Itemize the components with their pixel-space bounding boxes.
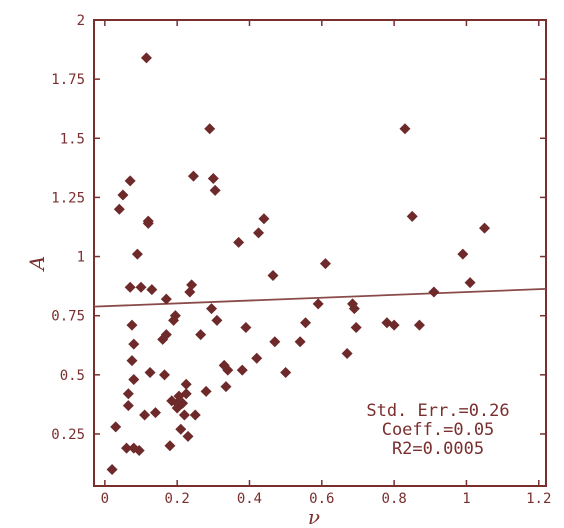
- y-axis-label: A: [25, 256, 49, 272]
- data-point: [413, 319, 425, 331]
- stats-annotation-line: Coeff.=0.05: [382, 420, 495, 440]
- data-point: [341, 348, 353, 360]
- data-point: [175, 423, 187, 435]
- data-point: [110, 421, 122, 433]
- data-point: [220, 381, 232, 393]
- fit-line: [93, 288, 547, 308]
- data-point: [294, 336, 306, 348]
- data-point: [133, 445, 145, 457]
- data-point: [206, 303, 218, 315]
- data-point: [160, 329, 172, 341]
- data-point: [164, 440, 176, 452]
- y-tick-label: 0.25: [51, 427, 85, 443]
- data-point: [122, 388, 134, 400]
- data-point: [128, 338, 140, 350]
- data-point: [300, 317, 312, 329]
- data-point: [258, 213, 270, 225]
- data-point: [182, 430, 194, 442]
- data-point: [180, 388, 192, 400]
- data-point: [142, 217, 154, 229]
- data-point: [169, 310, 181, 322]
- data-point: [457, 248, 469, 260]
- data-point: [121, 442, 133, 454]
- data-point: [222, 364, 234, 376]
- y-tick-label: 2: [77, 13, 85, 29]
- data-points: [106, 52, 491, 475]
- data-point: [178, 409, 190, 421]
- y-tick-label: 0.5: [60, 368, 85, 384]
- data-point: [180, 378, 192, 390]
- data-point: [280, 366, 292, 378]
- data-point: [113, 203, 125, 215]
- x-tick-label: 1.2: [526, 491, 551, 507]
- data-point: [189, 409, 201, 421]
- stats-annotation-line: R2=0.0005: [392, 439, 484, 459]
- data-point: [139, 409, 151, 421]
- x-tick-label: 0.8: [381, 491, 406, 507]
- plot-frame: [93, 19, 547, 487]
- data-point: [207, 172, 219, 184]
- x-tick-label: 0: [101, 491, 109, 507]
- y-tick-label: 1.75: [51, 72, 85, 88]
- data-point: [209, 184, 221, 196]
- data-point: [479, 222, 491, 234]
- data-point: [253, 227, 265, 239]
- data-point: [146, 284, 158, 296]
- data-point: [251, 352, 263, 364]
- axis-ticks: 0 0.2 0.4 0.6 0.8 1 1.2 0.25 0.5 0.75 1 1.25 1.5 1.75…: [51, 13, 551, 507]
- data-point: [406, 210, 418, 222]
- data-point: [131, 248, 143, 260]
- data-point: [348, 303, 360, 315]
- data-point: [464, 277, 476, 289]
- data-point: [211, 314, 223, 326]
- y-tick-label: 1.25: [51, 190, 85, 206]
- data-point: [388, 319, 400, 331]
- data-point: [399, 123, 411, 135]
- data-point: [126, 319, 138, 331]
- data-point: [140, 52, 152, 64]
- data-point: [159, 369, 171, 381]
- data-point: [122, 400, 134, 412]
- data-point: [135, 281, 147, 293]
- data-point: [319, 258, 331, 270]
- data-point: [204, 123, 216, 135]
- stats-annotation-line: Std. Err.=0.26: [366, 401, 509, 421]
- data-point: [195, 329, 207, 341]
- x-axis-label: ν: [308, 505, 320, 528]
- y-tick-label: 0.75: [51, 309, 85, 325]
- data-point: [312, 298, 324, 310]
- x-tick-label: 0.6: [309, 491, 334, 507]
- data-point: [428, 286, 440, 298]
- data-point: [269, 336, 281, 348]
- data-point: [236, 364, 248, 376]
- data-point: [124, 281, 136, 293]
- x-tick-label: 0.4: [237, 491, 262, 507]
- y-tick-label: 1: [77, 250, 85, 266]
- data-point: [106, 463, 118, 475]
- data-point: [186, 279, 198, 291]
- data-point: [126, 355, 138, 367]
- data-point: [187, 170, 199, 182]
- data-point: [117, 189, 129, 201]
- data-point: [124, 175, 136, 187]
- data-point: [200, 385, 212, 397]
- data-point: [233, 236, 245, 248]
- x-tick-label: 1: [462, 491, 470, 507]
- data-point: [149, 407, 161, 419]
- x-tick-label: 0.2: [165, 491, 190, 507]
- data-point: [267, 269, 279, 281]
- data-point: [128, 374, 140, 386]
- data-point: [177, 397, 189, 409]
- y-tick-label: 1.5: [60, 131, 85, 147]
- data-point: [350, 322, 362, 334]
- data-point: [144, 366, 156, 378]
- data-point: [240, 322, 252, 334]
- data-point: [160, 293, 172, 305]
